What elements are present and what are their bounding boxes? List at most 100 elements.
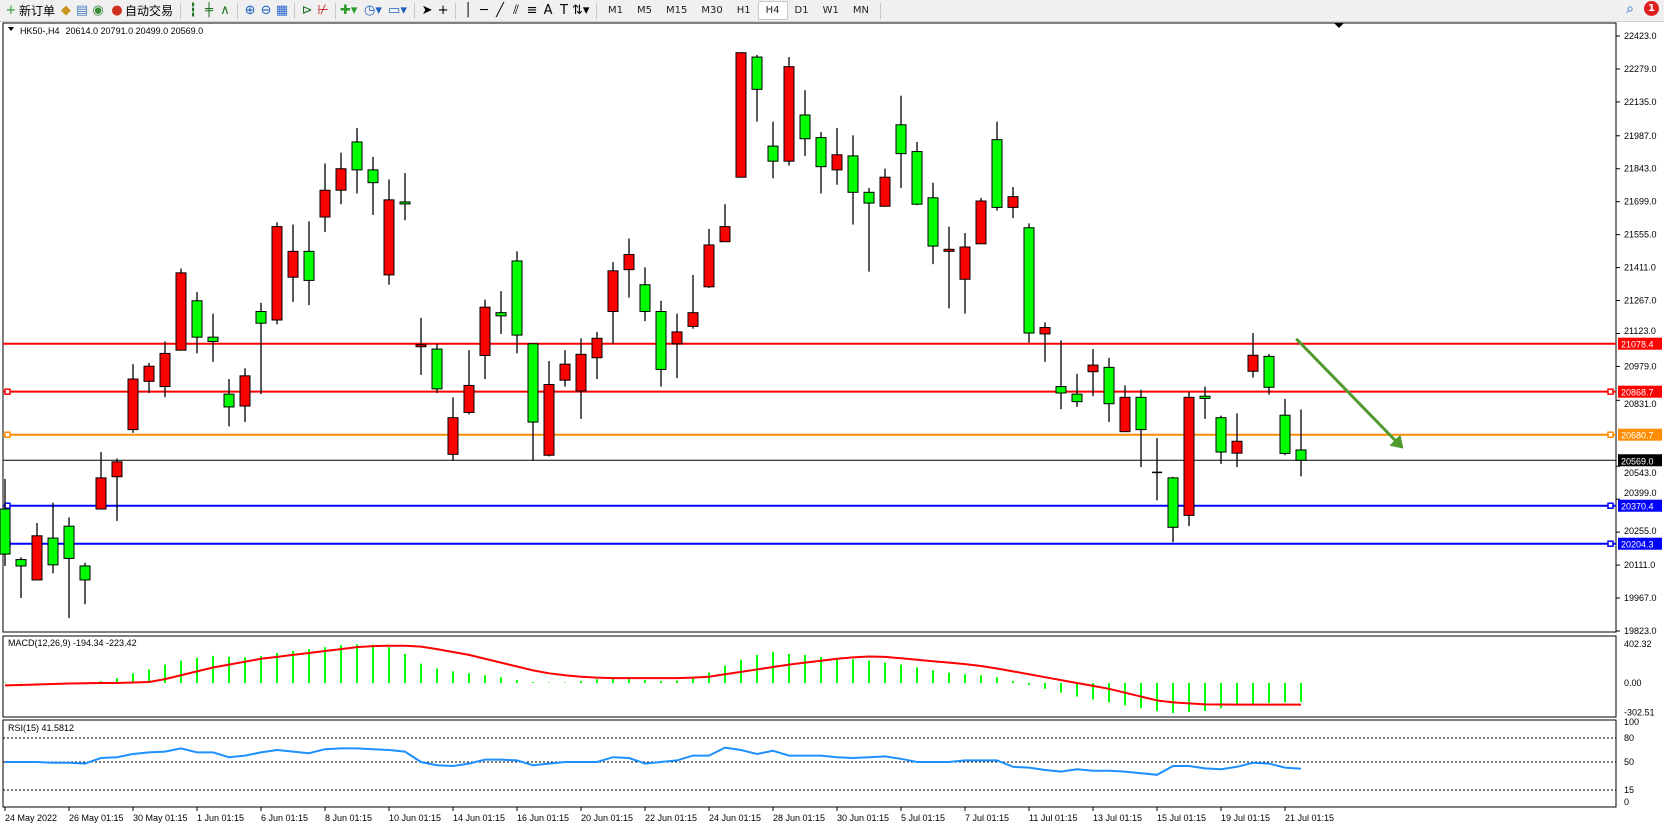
macd-panel (4, 644, 1302, 714)
candle-body (399, 201, 411, 205)
new-order-button[interactable]: + 新订单 (0, 1, 58, 20)
timeframe-h1[interactable]: H1 (736, 5, 751, 16)
candle (15, 557, 27, 599)
y-tick-label: 19967.0 (1624, 593, 1657, 603)
price-tag (1618, 385, 1662, 398)
line-chart-icon[interactable]: ∧ (220, 2, 230, 18)
candlestick-icon[interactable]: ╪ (205, 2, 213, 18)
trendline-icon[interactable]: ╱ (496, 2, 504, 18)
candle (1247, 333, 1259, 378)
separator (180, 2, 182, 19)
x-tick-label: 26 May 01:15 (69, 813, 124, 823)
y-tick-label: 22135.0 (1624, 97, 1657, 107)
candle-body (511, 260, 523, 336)
candle (351, 128, 363, 194)
y-tick-label: 20543.0 (1624, 468, 1657, 478)
candle (79, 562, 91, 605)
candle (463, 350, 475, 415)
candle (383, 179, 395, 285)
candle-body (671, 331, 683, 345)
candle-body (447, 417, 459, 455)
notification-badge[interactable]: 1 (1644, 1, 1659, 16)
separator (596, 2, 598, 19)
rsi-tick-label: 100 (1624, 717, 1639, 727)
candle-body (351, 141, 363, 171)
x-tick-label: 13 Jul 01:15 (1093, 813, 1142, 823)
indicators-icon[interactable]: ✚▾ (340, 2, 358, 18)
y-tick-label: 20399.0 (1624, 488, 1657, 498)
zoom-out-icon[interactable]: ⊖ (260, 2, 272, 18)
candle (223, 379, 235, 427)
candle-body (495, 312, 507, 317)
chart-window[interactable]: 22423.0 22279.0 22135.0 21987.0 21843.0 21699… (0, 22, 1664, 830)
candle (303, 221, 315, 306)
x-tick-label: 22 Jun 01:15 (645, 813, 697, 823)
y-tick-label: 21699.0 (1624, 197, 1657, 207)
auto-trading-button[interactable]: ● 自动交易 (106, 1, 176, 20)
current-price-tag (1618, 454, 1662, 467)
arrows-icon[interactable]: ⇅▾ (572, 2, 590, 18)
x-tick-label: 14 Jun 01:15 (453, 813, 505, 823)
collapse-triangle-icon[interactable] (8, 27, 14, 31)
templates-icon[interactable]: ▭▾ (388, 2, 407, 18)
timeframe-w1[interactable]: W1 (822, 5, 839, 16)
candle-body (191, 300, 203, 338)
candle-body (1247, 354, 1259, 372)
auto-scroll-icon[interactable]: ⊳ (301, 2, 313, 18)
candle-body (847, 155, 859, 193)
candle (911, 141, 923, 206)
candle (1023, 223, 1035, 343)
candle (495, 291, 507, 334)
timeframe-mn[interactable]: MN (852, 5, 869, 16)
current-price-label: 20569.0 (1621, 456, 1654, 466)
candle (639, 267, 651, 322)
search-icon[interactable]: ⌕ (1626, 1, 1634, 17)
periods-icon[interactable]: ◷▾ (364, 2, 382, 18)
signal-icon[interactable]: ◉ (92, 2, 104, 18)
candle (159, 341, 171, 398)
macd-tick-label: 0.00 (1624, 678, 1642, 688)
timeframe-group: M1 M5 M15 M30 H1 H4 D1 W1 MN (601, 1, 876, 20)
new-order-icon: + (5, 2, 17, 18)
timeframe-m15[interactable]: M15 (666, 5, 688, 16)
timeframe-d1[interactable]: D1 (794, 5, 809, 16)
candle-body (95, 477, 107, 510)
equidistant-channel-icon[interactable]: ⫽ (513, 2, 519, 18)
market-watch-icon[interactable]: ▤ (75, 2, 89, 18)
timeframe-h4[interactable]: H4 (757, 1, 788, 20)
timeframe-m30[interactable]: M30 (701, 5, 723, 16)
candle-body (527, 343, 539, 423)
candle (207, 313, 219, 362)
gold-icon[interactable]: ◆ (61, 2, 72, 18)
candle-body (367, 169, 379, 184)
fibonacci-icon[interactable]: ≡ (526, 2, 538, 18)
vertical-line-icon[interactable]: │ (464, 2, 472, 18)
price-tag (1618, 428, 1662, 441)
candle (287, 224, 299, 302)
text-label-icon[interactable]: T (560, 2, 568, 18)
timeframe-m5[interactable]: M5 (637, 5, 653, 16)
candle-body (1215, 417, 1227, 453)
crosshair-icon[interactable]: + (437, 2, 449, 18)
price-tag (1618, 537, 1662, 550)
price-tag-label: 20204.3 (1621, 540, 1654, 550)
zoom-in-icon[interactable]: ⊕ (244, 2, 256, 18)
x-tick-label: 30 May 01:15 (133, 813, 188, 823)
y-tick-label: 22279.0 (1624, 64, 1657, 74)
chart-header: HK50-,H4 20614.0 20791.0 20499.0 20569.0 (20, 26, 203, 36)
bar-chart-icon[interactable]: ┇ (189, 2, 197, 18)
chart-shift-marker-icon[interactable] (1334, 23, 1344, 28)
text-icon[interactable]: A (543, 2, 553, 18)
candle-body (127, 378, 139, 431)
x-tick-label: 24 Jun 01:15 (709, 813, 761, 823)
price-tag-label: 20680.7 (1621, 431, 1654, 441)
horizontal-line-icon[interactable]: ─ (480, 2, 488, 18)
candle (895, 95, 907, 188)
candle-body (271, 226, 283, 321)
candle (751, 55, 763, 122)
timeframe-m1[interactable]: M1 (608, 5, 624, 16)
separator (414, 2, 416, 19)
tile-windows-icon[interactable]: ▦ (275, 2, 289, 18)
cursor-icon[interactable]: ➤ (421, 2, 433, 18)
chart-shift-icon[interactable]: ⊬ (317, 2, 329, 18)
